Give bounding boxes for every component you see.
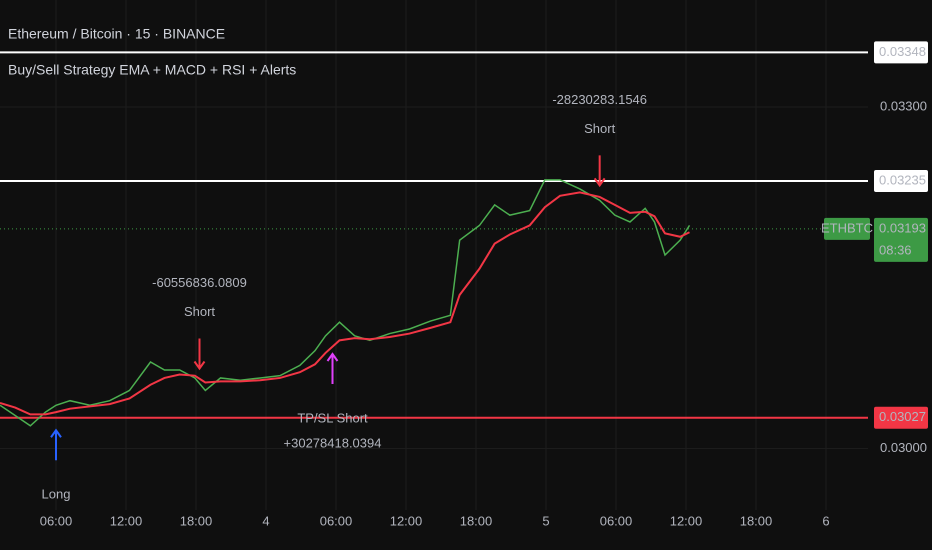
x-tick-label: 06:00 — [40, 513, 73, 528]
price-line — [0, 191, 690, 416]
signal-label: -60556836.0809 — [152, 275, 247, 290]
x-tick-label: 6 — [822, 513, 829, 528]
x-tick-label: 4 — [262, 513, 269, 528]
x-tick-label: 18:00 — [180, 513, 213, 528]
x-tick-label: 06:00 — [320, 513, 353, 528]
signal-label: Long — [42, 487, 71, 502]
price-tag-label: 0.03027 — [879, 409, 926, 424]
grid — [0, 0, 868, 510]
signal-label: -28230283.1546 — [552, 92, 647, 107]
y-tick-label: 0.03300 — [880, 98, 927, 113]
x-tick-label: 12:00 — [670, 513, 703, 528]
x-tick-label: 12:00 — [110, 513, 143, 528]
chart-title: Ethereum / Bitcoin · 15 · BINANCE — [8, 26, 225, 42]
signal-arrowhead — [326, 352, 339, 362]
y-tick-label: 0.03000 — [880, 440, 927, 455]
signal-arrowhead — [193, 360, 206, 371]
signal-label: Short — [184, 304, 215, 319]
symbol-tag — [824, 217, 870, 240]
signal-arrowhead — [50, 428, 62, 438]
x-tick-label: 5 — [542, 513, 549, 528]
axis: 0.03300 0.03000 06:00 12:00 18:00 4 06:00 12:00… — [40, 41, 928, 528]
x-tick-label: 12:00 — [390, 513, 423, 528]
price-tag — [874, 41, 928, 64]
countdown: 08:36 — [879, 242, 912, 257]
signal-label: TP/SL Short — [297, 410, 368, 425]
price-tag-label: 0.03235 — [879, 172, 926, 187]
price-line — [0, 179, 691, 427]
price-tag-label: 0.03348 — [879, 44, 926, 59]
strategy-name: Buy/Sell Strategy EMA + MACD + RSI + Ale… — [8, 62, 296, 78]
x-tick-label: 06:00 — [600, 513, 633, 528]
current-price-tag — [874, 217, 928, 262]
plot: Long -60556836.0809 Short TP/SL Short +30278… — [0, 51, 868, 502]
x-tick-label: 18:00 — [460, 513, 493, 528]
price-tag — [874, 170, 928, 193]
signal-label: +30278418.0394 — [284, 435, 382, 450]
x-tick-label: 18:00 — [740, 513, 773, 528]
price-tag — [874, 406, 928, 429]
signal-label: Short — [584, 121, 615, 136]
current-price-label: 0.03193 — [879, 220, 926, 235]
symbol-label: ETHBTC — [821, 220, 873, 235]
signal-arrowhead — [593, 177, 606, 188]
